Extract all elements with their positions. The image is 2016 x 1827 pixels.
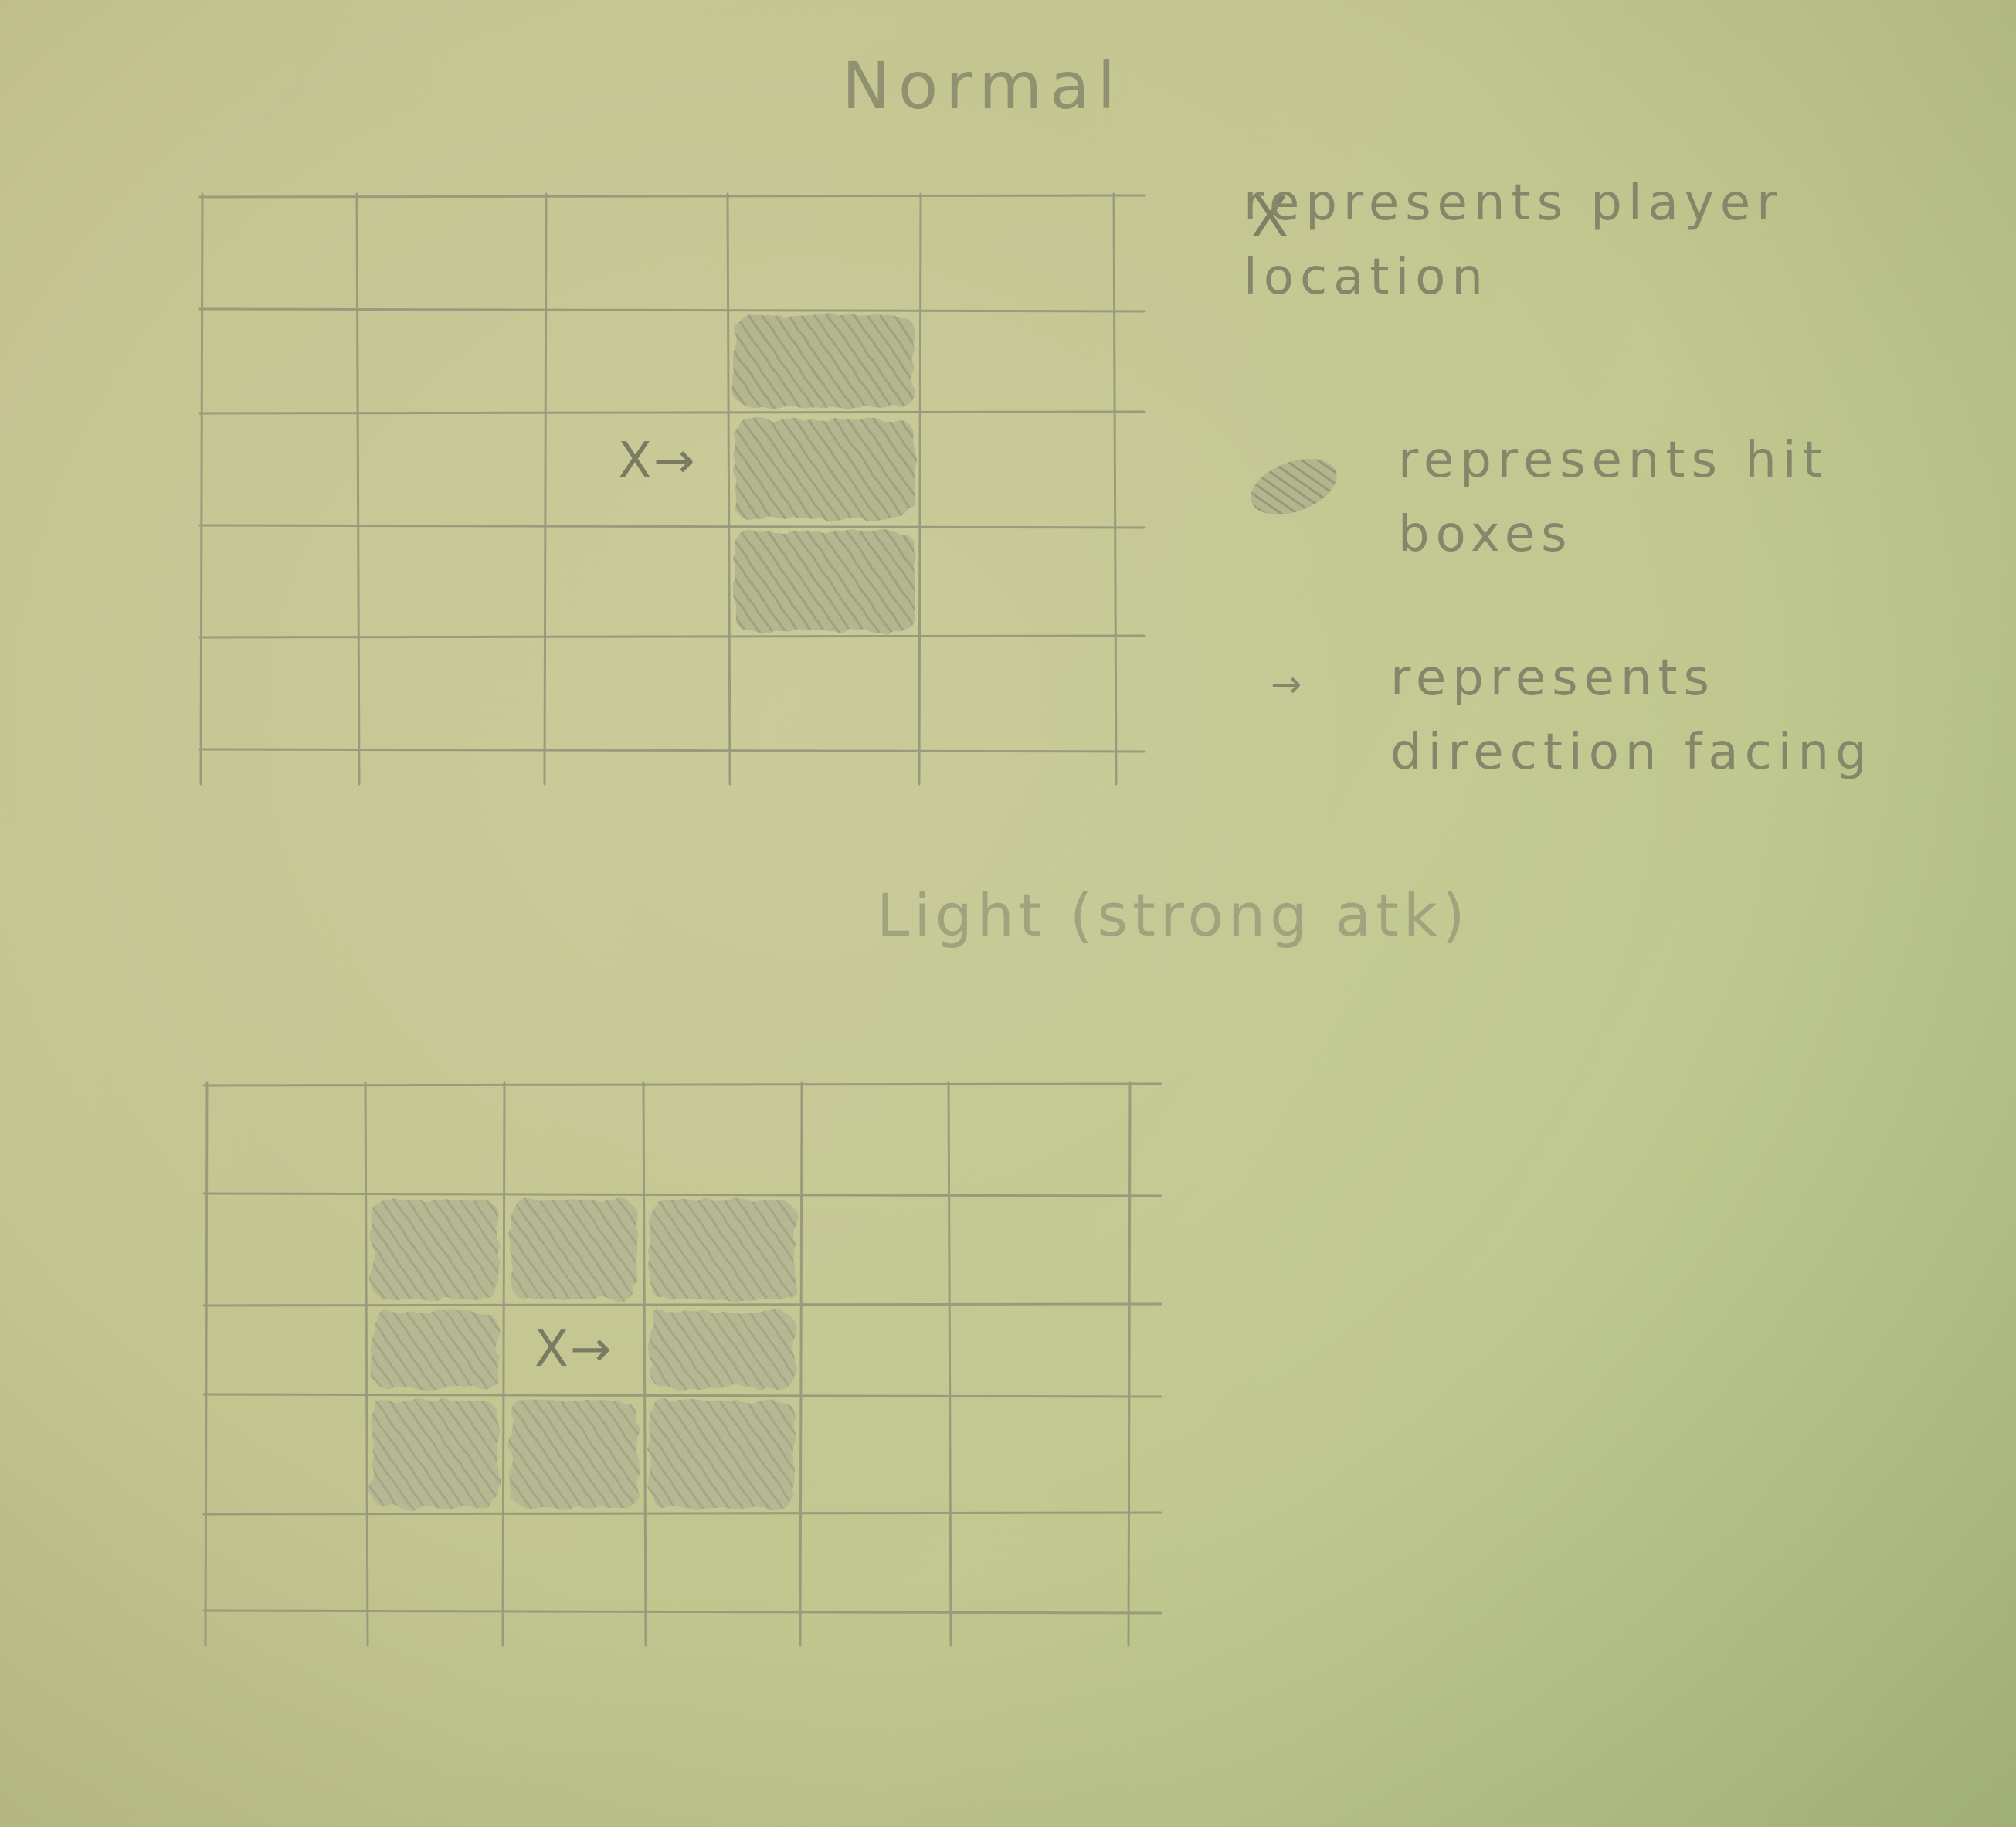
- legend-hitbox-text: represents hit boxes: [1398, 432, 1828, 563]
- hit-cells-light: [372, 1200, 796, 1508]
- grid-column-line: [1112, 192, 1118, 786]
- hit-box-cell: [372, 1401, 498, 1508]
- grid-column-line: [799, 1081, 803, 1647]
- legend-direction-text: represents direction facing: [1390, 650, 1873, 781]
- grid-row-line: [202, 1082, 1162, 1087]
- hit-cells-normal: [734, 315, 915, 631]
- grid-column-line: [355, 192, 361, 786]
- legend-direction-symbol: →: [1271, 663, 1302, 706]
- hit-box-cell: [734, 315, 915, 407]
- legend-player-symbol: X: [1251, 185, 1288, 249]
- legend-hitbox-swatch: [1251, 458, 1337, 515]
- player-marker-normal: X→: [618, 433, 697, 490]
- grid-column-line: [364, 1081, 369, 1647]
- title-light: Light (strong atk): [877, 881, 1470, 949]
- grid-column-line: [642, 1081, 647, 1647]
- grid-row-line: [202, 1302, 1162, 1307]
- grid-normal: [198, 192, 1146, 786]
- legend-player-text: represents player location: [1244, 175, 1784, 306]
- grid-lines-normal: [198, 192, 1146, 786]
- grid-row-line: [198, 634, 1146, 639]
- hit-box-cell: [650, 1312, 796, 1388]
- grid-row-line: [202, 1511, 1162, 1516]
- grid-column-line: [501, 1081, 506, 1647]
- hit-box-cell: [511, 1401, 637, 1508]
- grid-row-line: [202, 1609, 1162, 1615]
- hit-box-cell: [734, 419, 915, 519]
- grid-row-line: [198, 194, 1146, 199]
- grid-column-line: [543, 192, 548, 786]
- grid-column-line: [726, 192, 731, 786]
- grid-row-line: [198, 307, 1146, 313]
- grid-column-line: [947, 1081, 952, 1647]
- hit-box-cell: [650, 1401, 796, 1508]
- grid-column-line: [1127, 1081, 1132, 1647]
- grid-row-line: [198, 524, 1146, 529]
- grid-row-line: [202, 1393, 1162, 1398]
- grid-row-line: [198, 410, 1146, 415]
- grid-column-line: [199, 192, 204, 786]
- grid-column-line: [204, 1081, 209, 1647]
- title-normal: Normal: [842, 48, 1123, 124]
- grid-row-line: [202, 1192, 1162, 1197]
- grid-row-line: [198, 748, 1146, 753]
- grid-light: [202, 1081, 1162, 1647]
- hit-box-cell: [511, 1200, 637, 1299]
- hit-box-cell: [372, 1312, 498, 1388]
- grid-lines-light: [202, 1081, 1162, 1647]
- player-marker-light: X→: [535, 1321, 613, 1378]
- hit-box-cell: [372, 1200, 498, 1299]
- grid-column-line: [918, 192, 922, 786]
- hit-box-cell: [650, 1200, 796, 1299]
- hit-box-cell: [734, 531, 915, 631]
